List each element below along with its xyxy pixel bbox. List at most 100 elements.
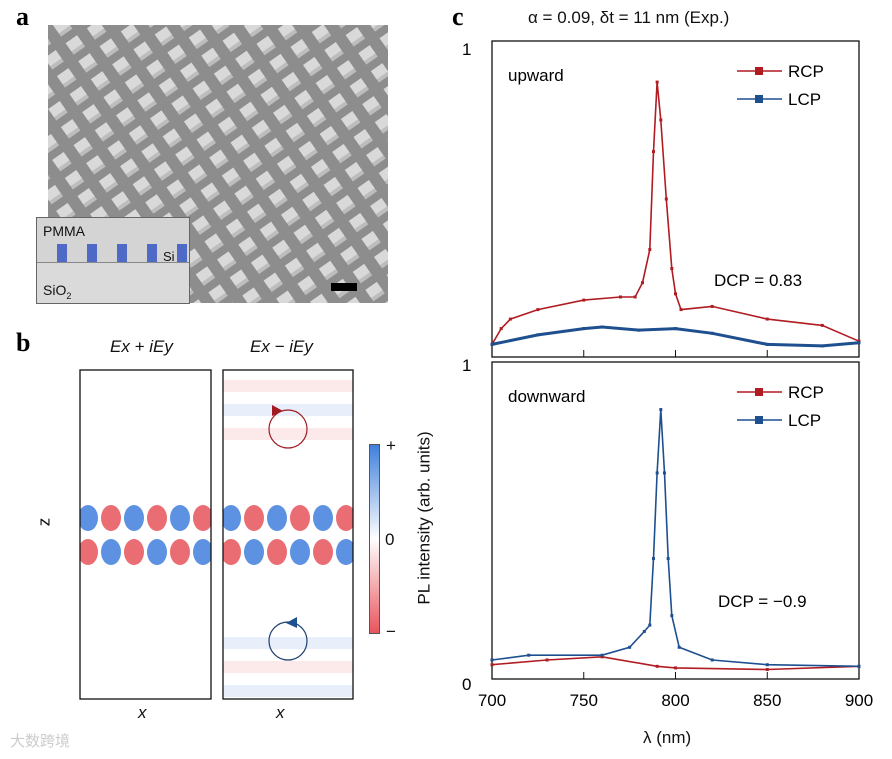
chart-title: α = 0.09, δt = 11 nm (Exp.) [528,8,730,27]
layer-inset: PMMA Si SiO2 [36,217,190,304]
field-lobe [290,505,310,531]
data-point [710,331,714,335]
data-point [857,339,861,343]
legend-label-RCP: RCP [788,383,824,402]
field-lobe [336,505,353,531]
data-point [633,295,637,299]
series-downward-LCP [491,409,860,668]
legend-label-LCP: LCP [788,90,821,109]
field-frame [79,369,212,700]
data-point [710,658,714,662]
data-point [655,664,659,668]
inset-si-label: Si [163,249,175,264]
data-point [618,295,622,299]
data-point [600,653,604,657]
inset-pmma-label: PMMA [43,223,85,239]
dcp-annotation-upward: DCP = 0.83 [714,271,802,290]
subplot-label-downward: downward [508,387,586,406]
field-stripe [223,685,353,697]
data-point [651,557,655,561]
field-stripe [223,380,353,392]
field-lobe [290,539,310,565]
legend-label-LCP: LCP [788,411,821,430]
field-lobe [313,505,333,531]
x-tick-label: 800 [661,691,689,710]
field-lobe [244,505,264,531]
field-stripe [223,428,353,440]
data-point [648,248,652,252]
panel-label-a: a [16,2,29,31]
y-tick-label: 0 [462,675,471,694]
rcp-circle-icon [268,409,308,449]
field-lobe [193,505,211,531]
data-point [765,342,769,346]
x-tick-label: 750 [570,691,598,710]
data-point [582,298,586,302]
field-title-left: Ex + iEy [110,337,173,356]
data-point [820,344,824,348]
field-map-1 [223,370,353,699]
colorbar-minus: − [386,622,396,641]
plot-frame-upward [491,40,860,358]
data-point [674,292,677,296]
x-axis-label-left: x [138,703,147,722]
data-point [659,408,663,412]
data-point [857,664,861,668]
x-axis-label-right: x [276,703,285,722]
data-point [655,80,659,84]
field-lobe [80,505,98,531]
data-point [545,658,549,662]
field-lobe [267,539,287,565]
data-point [670,267,674,271]
field-title-right: Ex − iEy [250,337,313,356]
data-point [710,304,714,308]
x-tick-label: 700 [478,691,506,710]
data-point [582,327,586,331]
field-lobe [193,539,211,565]
legend-marker-LCP [755,95,763,103]
series-upward-RCP [491,82,860,345]
scale-bar [331,283,357,291]
data-point [674,666,677,670]
field-bg [80,370,211,699]
field-lobe [147,505,167,531]
field-lobe [80,539,98,565]
data-point [527,653,531,657]
data-point [765,667,769,671]
data-point [642,629,646,633]
data-point [499,327,503,331]
data-point [820,323,824,327]
x-tick-label: 900 [845,691,873,710]
colorbar [369,444,380,634]
field-map-0 [80,370,211,699]
field-lobe [147,539,167,565]
field-lobe [267,505,287,531]
watermark: 大数跨境 [10,733,71,750]
data-point [670,614,674,618]
data-point [857,341,861,345]
data-point [536,333,540,337]
arrow-icon [286,617,297,628]
field-lobe [223,505,241,531]
x-axis-label: λ (nm) [643,728,692,747]
data-point [679,308,683,312]
data-point [648,623,652,627]
data-point [664,197,668,201]
field-lobe [101,505,121,531]
arrow-icon [272,405,283,416]
data-point [655,471,659,475]
data-point [536,308,540,312]
panel-label-b: b [16,328,31,357]
y-tick-label: 1 [462,40,471,59]
field-lobe [170,505,190,531]
series-upward-LCP [491,325,860,348]
data-point [765,663,769,667]
data-point [662,471,666,475]
data-point [490,342,494,346]
field-maps [79,369,354,700]
field-stripe [223,637,353,649]
subplot-label-upward: upward [508,66,564,85]
field-lobe [336,539,353,565]
field-frame [222,369,354,700]
